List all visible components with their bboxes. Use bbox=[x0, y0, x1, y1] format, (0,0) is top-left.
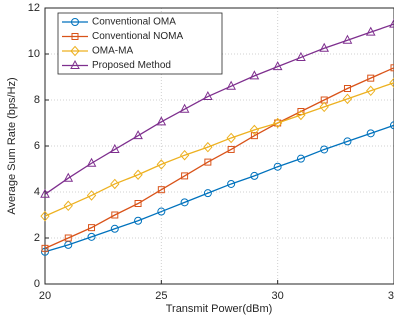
marker bbox=[180, 198, 189, 207]
marker bbox=[41, 244, 49, 252]
series-line bbox=[44, 23, 394, 195]
marker bbox=[70, 59, 80, 69]
marker bbox=[111, 211, 119, 219]
marker bbox=[343, 85, 351, 92]
marker bbox=[203, 90, 213, 101]
y-axis-label: Average Sum Rate (bps/Hz) bbox=[6, 77, 18, 214]
marker bbox=[319, 42, 330, 52]
marker bbox=[319, 101, 329, 113]
marker bbox=[250, 132, 258, 140]
y-tick-label: 4 bbox=[34, 186, 40, 198]
marker bbox=[389, 18, 394, 28]
y-tick-label: 12 bbox=[28, 2, 40, 14]
x-tick-label: 30 bbox=[272, 290, 284, 302]
axes-box bbox=[44, 7, 394, 285]
marker bbox=[110, 178, 120, 190]
marker bbox=[156, 159, 167, 170]
marker bbox=[342, 93, 353, 105]
marker bbox=[86, 157, 97, 167]
marker bbox=[40, 210, 50, 222]
legend-box bbox=[57, 12, 223, 75]
marker bbox=[40, 188, 50, 198]
marker bbox=[157, 186, 165, 194]
marker bbox=[320, 145, 329, 154]
x-tick-label: 35 bbox=[388, 290, 394, 302]
marker bbox=[181, 172, 189, 180]
y-tick-label: 6 bbox=[34, 140, 40, 152]
marker bbox=[227, 145, 235, 153]
legend-label: Conventional OMA bbox=[92, 17, 176, 28]
marker bbox=[367, 74, 375, 82]
marker bbox=[274, 119, 282, 127]
legend-label: Proposed Method bbox=[92, 60, 171, 71]
y-tick-label: 2 bbox=[34, 232, 40, 244]
series-line bbox=[44, 82, 394, 217]
marker bbox=[63, 200, 73, 212]
marker bbox=[226, 80, 236, 90]
marker bbox=[63, 172, 74, 182]
marker bbox=[366, 85, 376, 97]
marker bbox=[179, 149, 190, 161]
marker bbox=[390, 121, 394, 130]
marker bbox=[296, 154, 305, 163]
x-tick-label: 20 bbox=[39, 290, 51, 302]
marker bbox=[133, 130, 143, 140]
marker bbox=[296, 109, 306, 121]
marker bbox=[273, 162, 282, 171]
y-tick-label: 0 bbox=[34, 278, 40, 290]
marker bbox=[272, 117, 283, 129]
marker bbox=[226, 132, 236, 144]
marker bbox=[272, 61, 283, 71]
marker bbox=[296, 51, 306, 61]
marker bbox=[70, 45, 80, 57]
marker bbox=[86, 190, 97, 201]
marker bbox=[250, 171, 259, 180]
marker bbox=[134, 200, 142, 207]
marker bbox=[87, 232, 96, 241]
marker bbox=[156, 116, 167, 126]
marker bbox=[203, 189, 212, 198]
marker bbox=[249, 124, 260, 136]
marker bbox=[390, 64, 394, 72]
marker bbox=[64, 234, 72, 242]
marker bbox=[179, 103, 190, 113]
marker bbox=[389, 77, 394, 89]
marker bbox=[203, 141, 213, 153]
marker bbox=[133, 169, 143, 181]
legend-label: OMA-MA bbox=[92, 46, 133, 57]
marker bbox=[204, 158, 212, 166]
marker bbox=[134, 216, 143, 225]
marker bbox=[366, 129, 375, 138]
marker bbox=[157, 207, 166, 216]
series-line bbox=[44, 124, 394, 253]
marker bbox=[110, 224, 119, 233]
y-tick-label: 10 bbox=[28, 48, 40, 60]
marker bbox=[365, 26, 376, 36]
marker bbox=[343, 137, 352, 146]
marker bbox=[88, 224, 96, 232]
legend-label: Conventional NOMA bbox=[92, 31, 183, 42]
marker bbox=[342, 34, 353, 44]
series-line bbox=[44, 67, 394, 249]
marker bbox=[71, 18, 79, 26]
x-axis-label: Transmit Power(dBm) bbox=[166, 303, 273, 315]
marker bbox=[109, 143, 120, 153]
x-tick-label: 25 bbox=[155, 290, 167, 302]
y-tick-label: 8 bbox=[34, 94, 40, 106]
marker bbox=[71, 33, 79, 40]
marker bbox=[249, 70, 260, 80]
marker bbox=[227, 179, 236, 188]
